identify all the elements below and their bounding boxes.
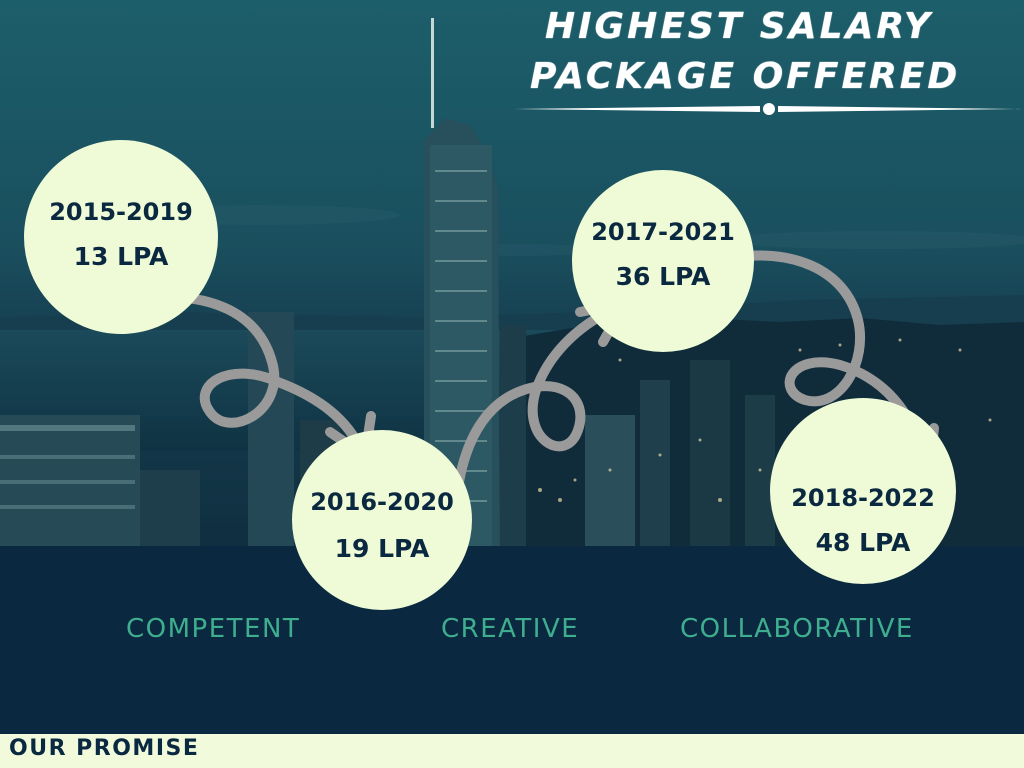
title-line-1: HIGHEST SALARY: [545, 6, 933, 47]
milestone-circle-4: 2018-2022 48 LPA: [770, 398, 956, 584]
milestone-package: 36 LPA: [615, 262, 711, 291]
milestone-circle-3: 2017-2021 36 LPA: [572, 170, 754, 352]
milestone-circle-1: 2015-2019 13 LPA: [24, 140, 218, 334]
footer-label: OUR PROMISE: [9, 736, 200, 761]
milestone-package: 48 LPA: [815, 528, 911, 557]
milestone-package: 13 LPA: [73, 242, 169, 271]
value-creative: CREATIVE: [441, 614, 580, 644]
milestone-circle-2: 2016-2020 19 LPA: [292, 430, 472, 610]
milestone-years: 2017-2021: [591, 218, 735, 246]
footer-bar: [0, 734, 1024, 768]
milestone-years: 2016-2020: [310, 488, 454, 516]
milestone-years: 2015-2019: [49, 198, 193, 226]
milestone-years: 2018-2022: [791, 484, 935, 512]
value-collaborative: COLLABORATIVE: [680, 614, 914, 644]
title-line-2: PACKAGE OFFERED: [530, 56, 961, 97]
milestone-package: 19 LPA: [334, 534, 430, 563]
value-competent: COMPETENT: [126, 614, 301, 644]
